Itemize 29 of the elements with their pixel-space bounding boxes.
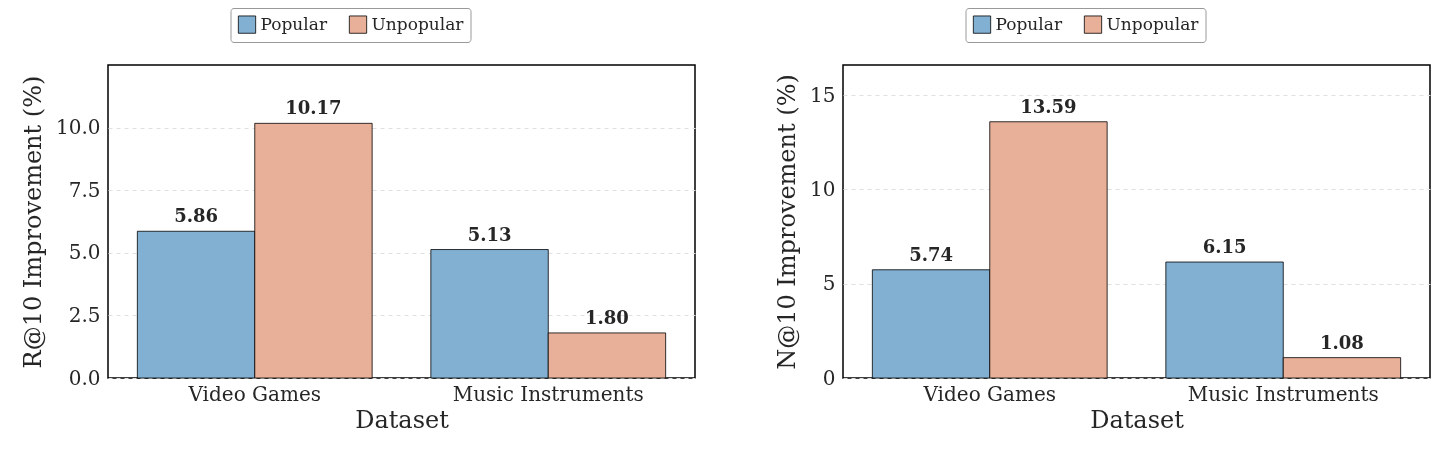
x-tick-label: Video Games bbox=[922, 381, 1056, 406]
y-tick-label: 0.0 bbox=[68, 365, 101, 390]
y-tick-label: 10 bbox=[810, 176, 836, 201]
x-tick-label: Music Instruments bbox=[452, 381, 644, 406]
y-tick-label: 7.5 bbox=[68, 177, 101, 202]
data-label: 5.86 bbox=[174, 205, 218, 227]
y-tick-label: 5 bbox=[822, 271, 836, 296]
x-tick-label: Video Games bbox=[187, 381, 321, 406]
data-label: 10.17 bbox=[285, 97, 342, 119]
data-label: 6.15 bbox=[1202, 236, 1247, 258]
y-tick-label: 10.0 bbox=[55, 115, 101, 140]
y-tick-label: 5.0 bbox=[68, 240, 101, 265]
x-axis-title: Dataset bbox=[1090, 405, 1185, 434]
x-tick-label: Music Instruments bbox=[1187, 381, 1379, 406]
data-label: 1.08 bbox=[1320, 331, 1364, 353]
y-tick-label: 15 bbox=[810, 82, 836, 107]
data-label: 13.59 bbox=[1020, 95, 1077, 117]
legend-label: Unpopular bbox=[371, 13, 465, 34]
data-label: 1.80 bbox=[585, 306, 629, 328]
data-label: 5.74 bbox=[909, 243, 953, 265]
legend-label: Popular bbox=[260, 13, 328, 34]
y-axis-title: N@10 Improvement (%) bbox=[773, 74, 802, 370]
x-axis-title: Dataset bbox=[355, 405, 450, 434]
legend-label: Popular bbox=[995, 13, 1063, 34]
y-tick-label: 0 bbox=[822, 365, 836, 390]
data-label: 5.13 bbox=[467, 223, 512, 245]
legend-label: Unpopular bbox=[1106, 13, 1200, 34]
y-tick-label: 2.5 bbox=[68, 302, 101, 327]
y-axis-title: R@10 Improvement (%) bbox=[18, 75, 47, 369]
